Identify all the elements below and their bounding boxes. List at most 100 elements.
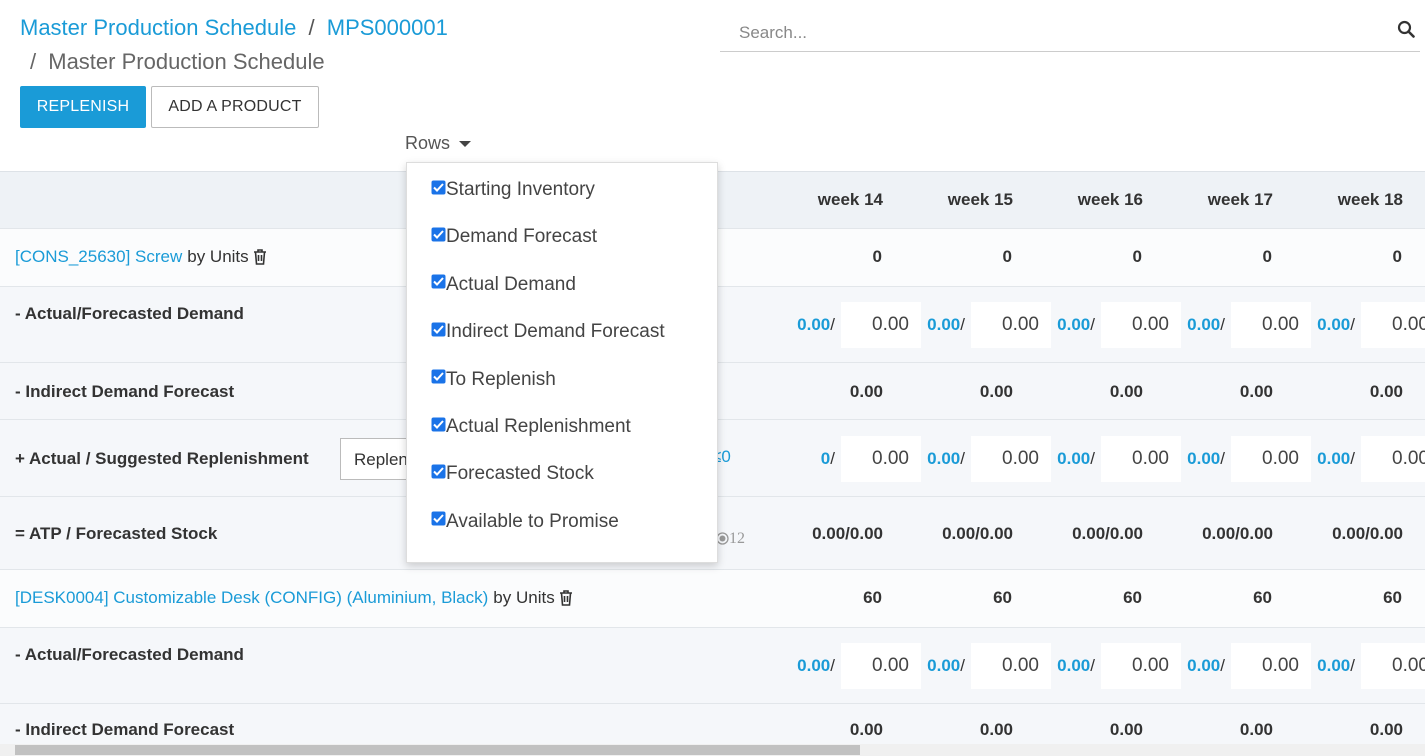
rows-option[interactable]: Starting Inventory	[431, 179, 595, 201]
row-label: + Actual / Suggested Replenishment	[15, 448, 309, 468]
forecast-input[interactable]: 0.00	[1231, 643, 1311, 689]
rows-option[interactable]: Available to Promise	[431, 511, 619, 533]
forecast-value: 0.00	[1002, 314, 1039, 335]
forecast-input[interactable]: 0.00	[1361, 302, 1425, 348]
actual-value[interactable]: 0.00	[1317, 448, 1351, 468]
breadcrumb-link[interactable]: Master Production Schedule	[20, 15, 297, 40]
checkbox[interactable]	[431, 369, 446, 384]
cell-separator: /	[1220, 656, 1225, 675]
forecast-value: 0.00	[1392, 655, 1425, 676]
starting-inventory: 0	[1262, 247, 1272, 266]
forecast-value: 0.00	[1002, 447, 1039, 469]
forecast-input[interactable]: 0.00	[1361, 435, 1425, 482]
forecast-input[interactable]: 0.00	[1361, 643, 1425, 689]
rows-option[interactable]: Indirect Demand Forecast	[431, 321, 665, 343]
add-product-button[interactable]: ADD A PRODUCT	[151, 86, 319, 128]
cell-value: 0.00/0.00	[1332, 523, 1403, 543]
actual-value[interactable]: 0.00	[1187, 656, 1221, 675]
forecast-value: 0.00	[1132, 447, 1169, 469]
starting-inventory: 60	[1383, 588, 1402, 607]
actual-value[interactable]: 0.00	[1317, 656, 1351, 675]
actual-value[interactable]: 0	[820, 448, 831, 468]
rows-option-label: Starting Inventory	[446, 179, 595, 200]
search-icon[interactable]	[1397, 20, 1415, 38]
cell-pair: 0.00/0.00	[1317, 643, 1425, 689]
cell-separator: /	[830, 315, 835, 334]
breadcrumb-separator: /	[30, 49, 37, 74]
cell-pair: 0.00/0.00	[1187, 643, 1311, 689]
rows-dropdown-toggle[interactable]: Rows	[405, 133, 472, 154]
cell-pair: 0.00/0.00	[797, 302, 921, 348]
checkbox[interactable]	[431, 464, 446, 479]
actual-value[interactable]: 0.00	[797, 315, 831, 334]
forecast-input[interactable]: 0.00	[841, 435, 921, 482]
cell-separator: /	[830, 656, 835, 675]
cell-value: 0.00	[849, 381, 883, 401]
replenish-button[interactable]: REPLENISH	[20, 86, 146, 128]
product-link[interactable]: [DESK0004] Customizable Desk (CONFIG) (A…	[15, 588, 489, 607]
actual-value[interactable]: 0.00	[927, 656, 961, 675]
delete-icon[interactable]	[253, 249, 267, 265]
breadcrumb-current: Master Production Schedule	[48, 49, 325, 74]
actual-value[interactable]: 0.00	[927, 448, 961, 468]
row-label: - Indirect Demand Forecast	[15, 719, 235, 739]
rows-option[interactable]: Actual Replenishment	[431, 416, 631, 438]
checkbox[interactable]	[431, 417, 446, 432]
rows-option[interactable]: Demand Forecast	[431, 226, 597, 248]
forecast-input[interactable]: 0.00	[841, 302, 921, 348]
actual-value[interactable]: 0.00	[1057, 315, 1091, 334]
rows-option[interactable]: Forecasted Stock	[431, 463, 594, 485]
cell-value: 0.00	[1109, 381, 1143, 401]
scrollbar-thumb[interactable]	[15, 745, 860, 755]
week-header: week 18	[1337, 190, 1403, 209]
rows-option-label: Demand Forecast	[446, 226, 598, 248]
checkbox[interactable]	[431, 180, 446, 195]
cell-pair: 0.00/0.00	[1057, 302, 1181, 348]
cell-separator: /	[1090, 656, 1095, 675]
cell-value: 0.00/0.00	[942, 523, 1013, 543]
checkbox[interactable]	[431, 227, 446, 242]
actual-value[interactable]: 0.00	[1057, 448, 1091, 468]
forecast-input[interactable]: 0.00	[971, 302, 1051, 348]
safety-stock-value: 12	[729, 529, 745, 547]
delete-icon[interactable]	[559, 590, 573, 606]
checkbox[interactable]	[431, 511, 446, 526]
cell-separator: /	[1350, 315, 1355, 334]
forecast-input[interactable]: 0.00	[841, 643, 921, 689]
starting-inventory: 60	[1253, 588, 1272, 607]
breadcrumb-link[interactable]: MPS000001	[326, 15, 448, 40]
rows-option[interactable]: Actual Demand	[431, 274, 576, 296]
scrollbar[interactable]	[0, 744, 1425, 756]
cell-value: 0.00/0.00	[1072, 523, 1143, 543]
forecast-value: 0.00	[872, 314, 909, 335]
forecast-input[interactable]: 0.00	[1101, 302, 1181, 348]
rows-option-label: Actual Replenishment	[446, 416, 631, 437]
cell-pair: 0.00/0.00	[1317, 435, 1425, 482]
forecast-input[interactable]: 0.00	[971, 643, 1051, 689]
actual-value[interactable]: 0.00	[1187, 315, 1221, 334]
rows-label: Rows	[405, 133, 451, 153]
actual-value[interactable]: 0.00	[1057, 656, 1091, 675]
cell-value: 0.00/0.00	[1202, 523, 1273, 543]
cell-value: 0.00	[979, 719, 1013, 739]
rows-option-label: Actual Demand	[446, 273, 576, 295]
forecast-input[interactable]: 0.00	[971, 435, 1051, 482]
forecast-input[interactable]: 0.00	[1231, 302, 1311, 348]
forecast-input[interactable]: 0.00	[1231, 435, 1311, 482]
cell-separator: /	[1350, 448, 1355, 468]
checkbox[interactable]	[431, 274, 446, 289]
actual-value[interactable]: 0.00	[1187, 448, 1221, 468]
cell-separator: /	[1220, 315, 1225, 334]
product-link[interactable]: [CONS_25630] Screw	[15, 247, 183, 266]
actual-value[interactable]: 0.00	[797, 656, 831, 675]
cell-pair: 0.00/0.00	[1057, 435, 1181, 482]
forecast-input[interactable]: 0.00	[1101, 435, 1181, 482]
search-box[interactable]: Search...	[720, 14, 1420, 52]
starting-inventory: 60	[1123, 588, 1142, 607]
actual-value[interactable]: 0.00	[1317, 315, 1351, 334]
checkbox[interactable]	[431, 322, 446, 337]
actual-value[interactable]: 0.00	[927, 315, 961, 334]
forecast-input[interactable]: 0.00	[1101, 643, 1181, 689]
rows-option[interactable]: To Replenish	[431, 369, 556, 391]
cell-value: 0.00	[1369, 719, 1403, 739]
